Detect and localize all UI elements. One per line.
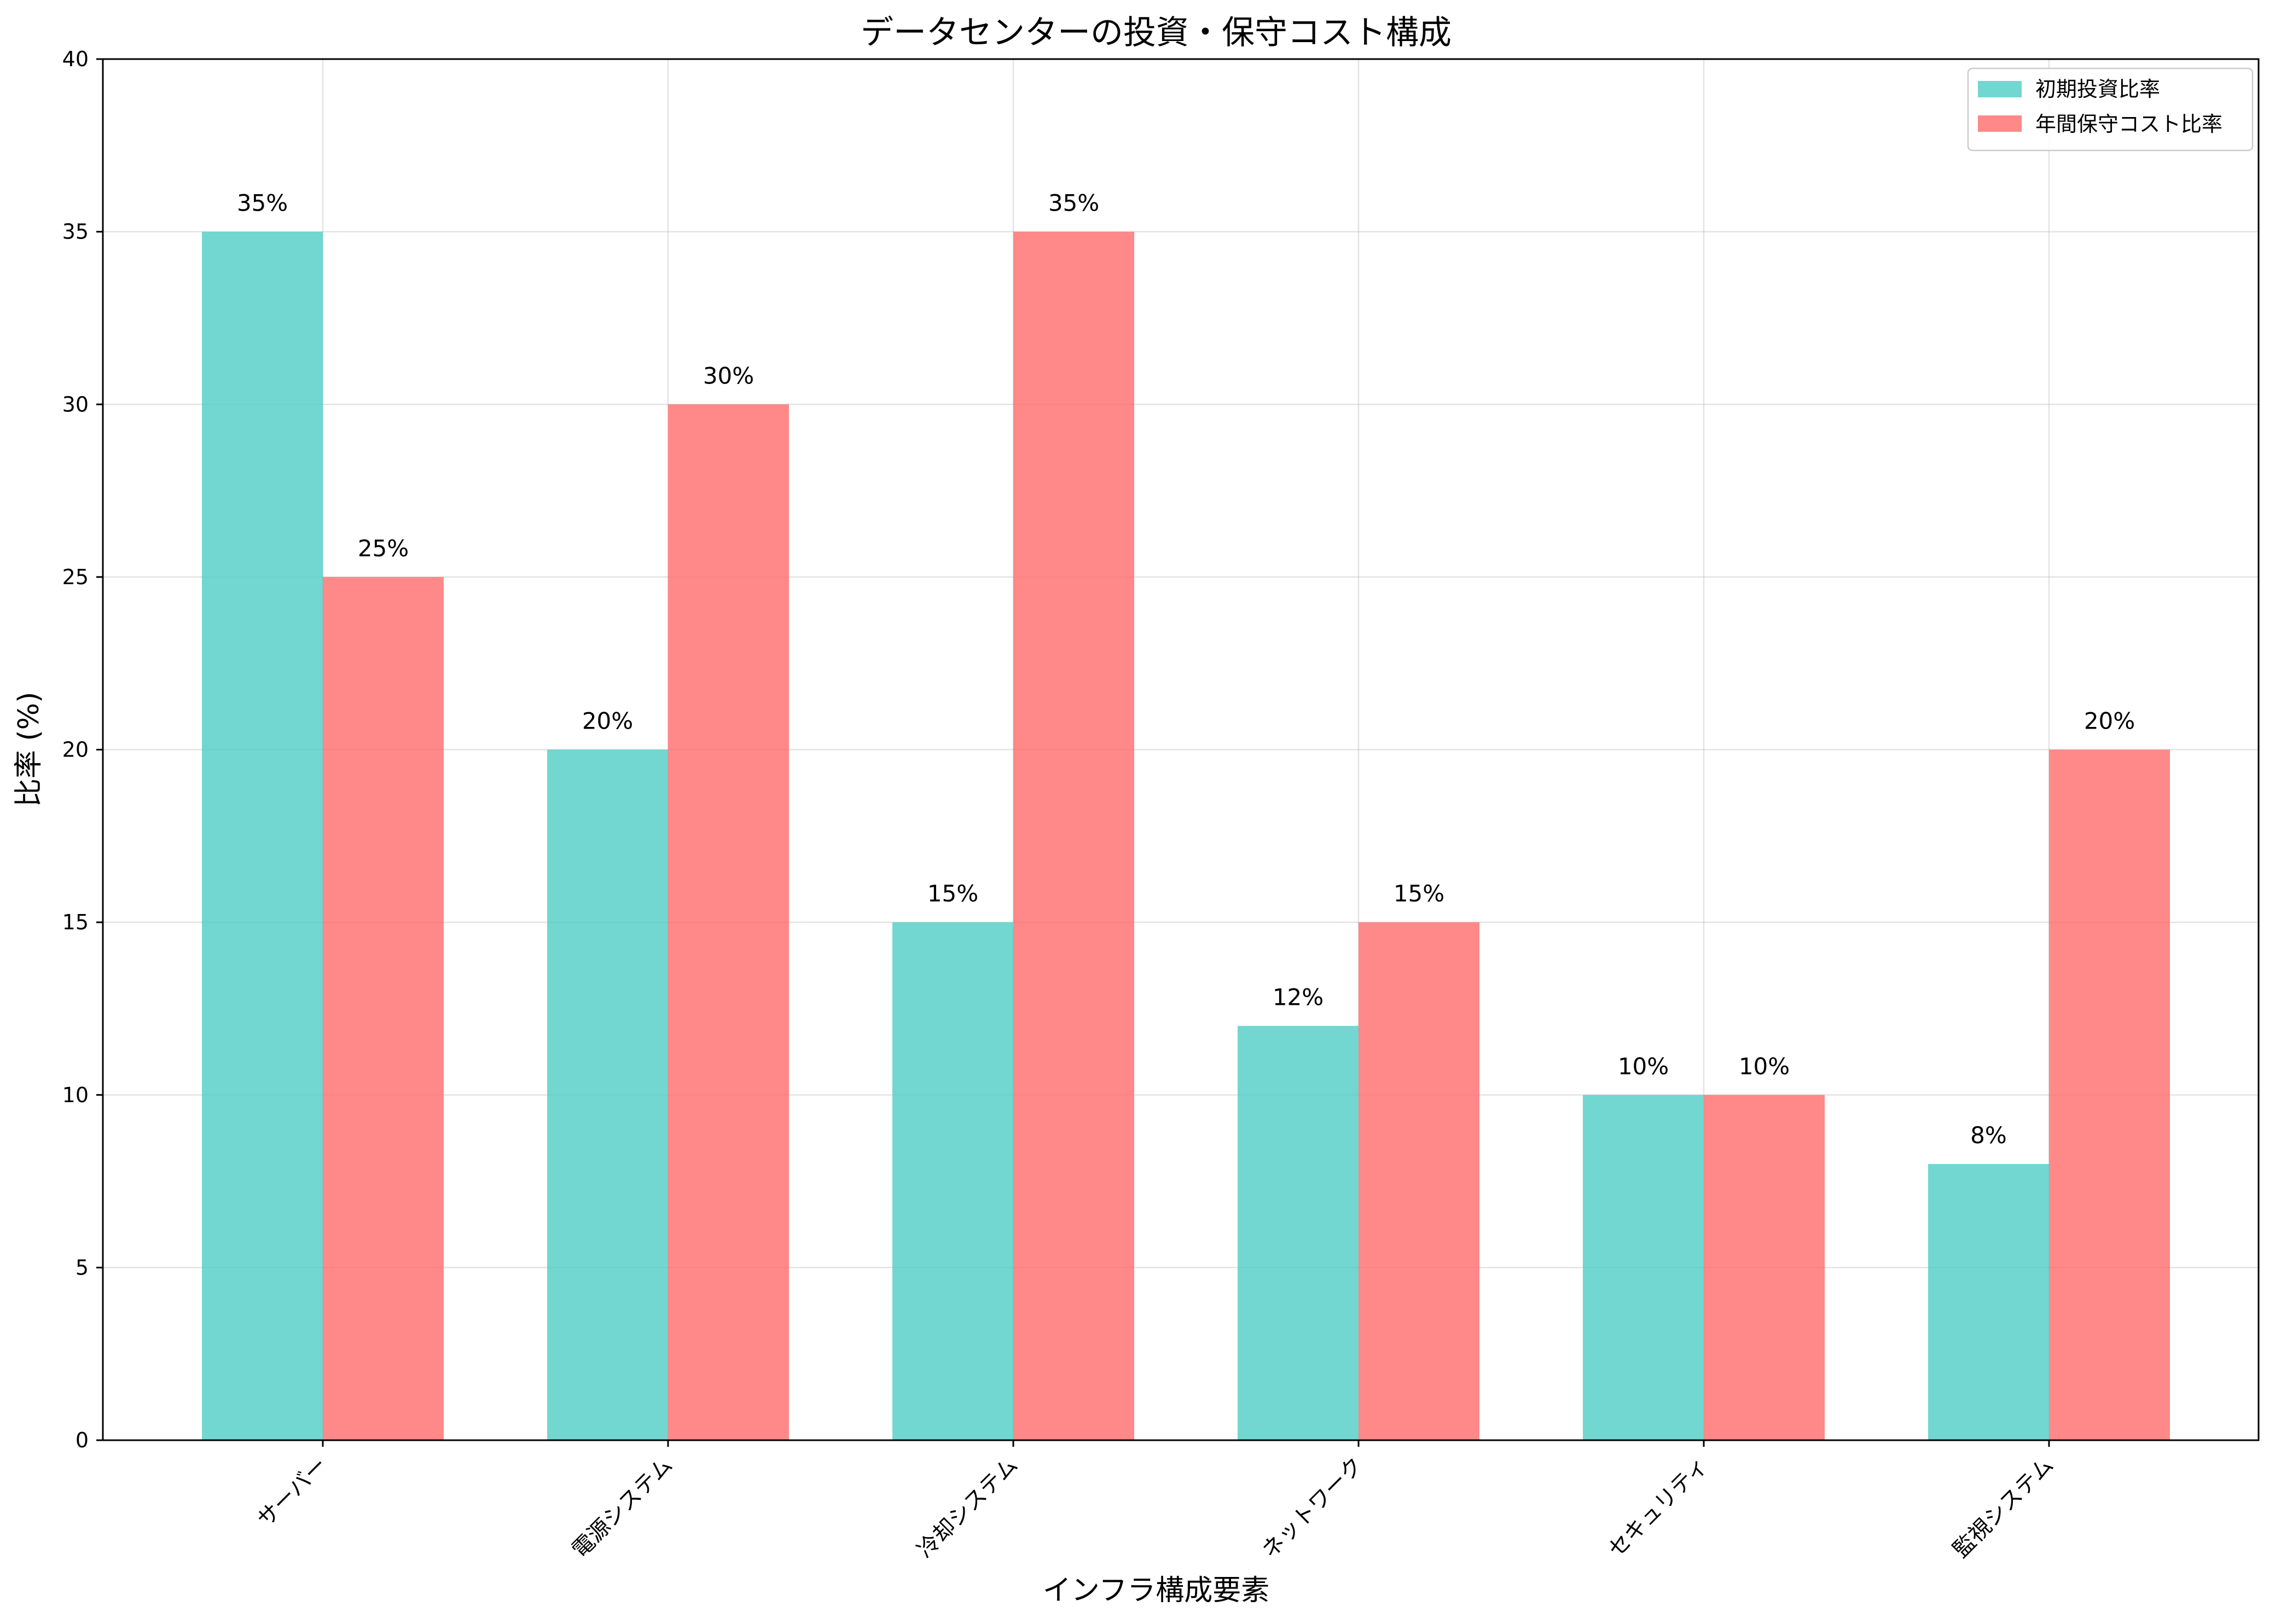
y-tick-label: 0 bbox=[76, 1428, 89, 1452]
bar-value-label: 20% bbox=[2084, 708, 2135, 735]
bar-value-label: 8% bbox=[1970, 1122, 2007, 1149]
bar-annual-maintenance bbox=[1359, 922, 1479, 1440]
bar-value-label: 12% bbox=[1273, 984, 1324, 1011]
legend-frame bbox=[1967, 67, 2254, 152]
bar-annual-maintenance bbox=[668, 404, 789, 1440]
bar-value-label: 25% bbox=[358, 535, 409, 562]
bar-initial-investment bbox=[202, 231, 323, 1440]
y-tick-label: 5 bbox=[76, 1255, 89, 1279]
bar-annual-maintenance bbox=[2049, 749, 2170, 1440]
y-tick-label: 40 bbox=[62, 47, 89, 71]
bar-annual-maintenance bbox=[1704, 1095, 1825, 1440]
bar-initial-investment bbox=[1583, 1095, 1704, 1440]
y-tick-label: 25 bbox=[62, 565, 89, 589]
y-tick-label: 10 bbox=[62, 1083, 89, 1107]
bar-value-label: 15% bbox=[927, 880, 978, 907]
bar-initial-investment bbox=[892, 922, 1013, 1440]
y-tick-label: 35 bbox=[62, 220, 89, 244]
legend-label-annual-maintenance: 年間保守コスト比率 bbox=[2035, 112, 2222, 136]
bar-annual-maintenance bbox=[323, 577, 444, 1440]
y-tick-label: 15 bbox=[62, 910, 89, 934]
legend-swatch-initial-investment bbox=[1978, 81, 2022, 97]
value-labels: 35% 20% 15% 12% 10% 8% 25% 30% 35% 15% 10% 20% bbox=[237, 190, 2135, 1149]
bar-value-label: 10% bbox=[1618, 1053, 1669, 1080]
bar-value-label: 15% bbox=[1394, 880, 1444, 907]
bar-value-label: 10% bbox=[1739, 1053, 1790, 1080]
bar-initial-investment bbox=[1928, 1164, 2049, 1440]
bar-value-label: 30% bbox=[703, 362, 754, 389]
legend: 初期投資比率 年間保守コスト比率 bbox=[1967, 67, 2254, 152]
chart-title: データセンターの投資・保守コスト構成 bbox=[861, 14, 1452, 52]
legend-swatch-annual-maintenance bbox=[1978, 115, 2022, 132]
bars bbox=[202, 231, 2170, 1440]
legend-label-initial-investment: 初期投資比率 bbox=[2035, 77, 2160, 101]
y-tick-label: 30 bbox=[62, 392, 89, 416]
y-ticks: 0 5 10 15 20 25 30 35 40 bbox=[62, 47, 103, 1452]
bar-value-label: 35% bbox=[1048, 190, 1099, 217]
bar-initial-investment bbox=[1238, 1026, 1359, 1440]
bar-value-label: 35% bbox=[237, 190, 288, 217]
bar-initial-investment bbox=[547, 749, 668, 1440]
bar-value-label: 20% bbox=[582, 708, 633, 735]
y-axis-label: 比率 (%) bbox=[13, 692, 45, 807]
bar-annual-maintenance bbox=[1013, 231, 1134, 1440]
x-axis-label: インフラ構成要素 bbox=[1043, 1574, 1269, 1607]
y-tick-label: 20 bbox=[62, 738, 89, 762]
